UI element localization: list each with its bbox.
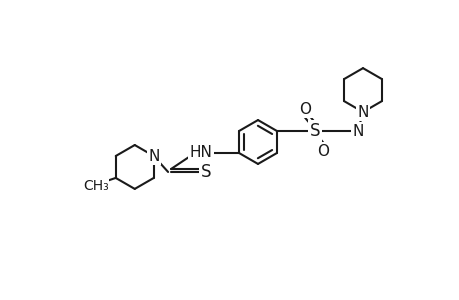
Text: CH₃: CH₃ (83, 179, 108, 193)
Text: S: S (309, 122, 319, 140)
Text: S: S (201, 163, 211, 181)
Text: N: N (352, 124, 363, 139)
Text: N: N (357, 104, 368, 119)
Text: N: N (148, 148, 159, 164)
Text: O: O (316, 143, 328, 158)
Text: HN: HN (189, 146, 212, 160)
Text: O: O (298, 101, 310, 116)
